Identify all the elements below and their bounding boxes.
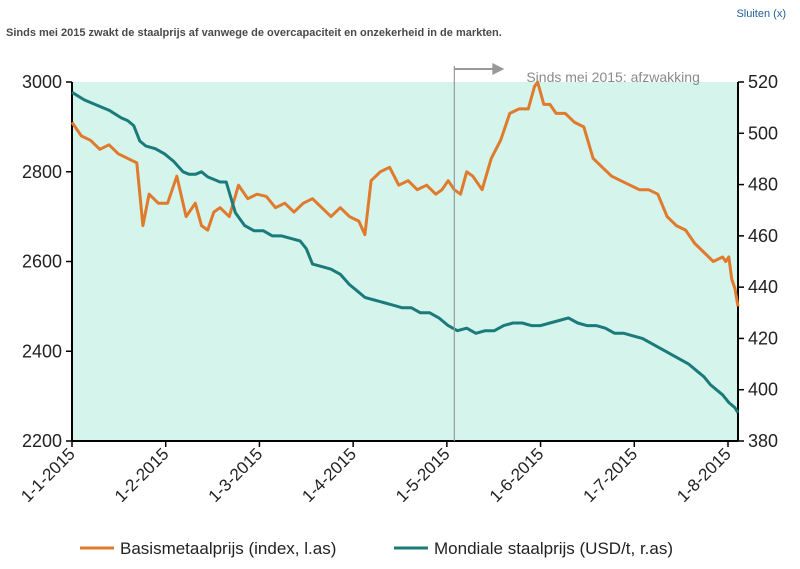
x-tick-label: 1-3-2015 [205,444,267,506]
x-axis-ticks: 1-1-2015 1-2-2015 1-3-2015 1-4-2015 1-5-2015… [17,441,735,506]
right-tick-label: 400 [748,380,778,400]
right-tick-label: 440 [748,277,778,297]
legend-label: Basismetaalprijs (index, l.as) [120,539,336,558]
series-line-basismetaalprijs [70,80,740,307]
left-tick-label: 3000 [22,72,62,92]
left-tick-label: 2400 [22,341,62,361]
x-tick-label: 1-2-2015 [111,444,173,506]
plot-background [72,82,738,441]
chart-subtitle: Sinds mei 2015 zwakt de staalprijs af va… [6,27,502,39]
x-tick-label: 1-5-2015 [392,444,454,506]
legend-label: Mondiale staalprijs (USD/t, r.as) [434,539,673,558]
x-tick-label: 1-8-2015 [673,444,735,506]
left-axis-ticks: 2200 2400 2600 2800 3000 [22,72,72,451]
x-tick-label: 1-1-2015 [17,444,79,506]
right-tick-label: 500 [748,123,778,143]
annotation: Sinds mei 2015: afzwakking [453,63,700,441]
right-tick-label: 380 [748,431,778,451]
annotation-arrow-head [492,63,505,75]
left-tick-label: 2800 [22,162,62,182]
x-tick-label: 1-4-2015 [298,444,360,506]
series-line-staalprijs [71,91,740,414]
close-link[interactable]: Sluiten (x) [736,8,786,20]
left-tick-label: 2600 [22,252,62,272]
x-tick-label: 1-6-2015 [486,444,548,506]
right-axis-ticks: 380 400 420 440 460 480 500 520 [738,72,778,451]
right-tick-label: 460 [748,226,778,246]
x-tick-label: 1-7-2015 [580,444,642,506]
legend: Basismetaalprijs (index, l.as) Mondiale s… [80,539,673,558]
left-tick-label: 2200 [22,431,62,451]
right-tick-label: 520 [748,72,778,92]
right-tick-label: 480 [748,175,778,195]
annotation-label: Sinds mei 2015: afzwakking [526,69,700,85]
right-tick-label: 420 [748,328,778,348]
series-lines [70,80,740,414]
